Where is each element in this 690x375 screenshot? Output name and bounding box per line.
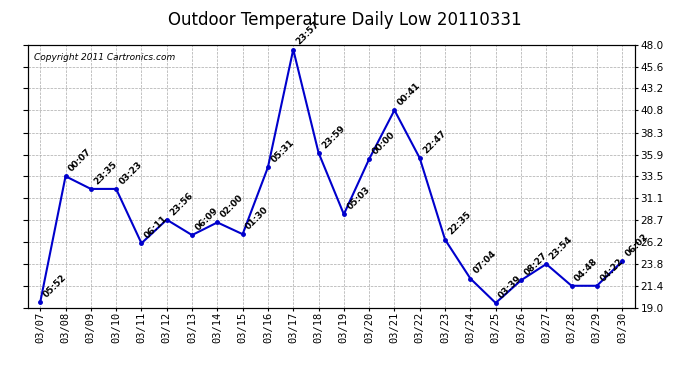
Text: 05:31: 05:31: [269, 138, 296, 164]
Text: 00:00: 00:00: [371, 130, 397, 156]
Text: 23:59: 23:59: [320, 123, 346, 150]
Text: 22:47: 22:47: [421, 129, 448, 155]
Text: 03:23: 03:23: [117, 160, 144, 186]
Text: 04:48: 04:48: [573, 256, 600, 283]
Text: Outdoor Temperature Daily Low 20110331: Outdoor Temperature Daily Low 20110331: [168, 11, 522, 29]
Text: 22:35: 22:35: [446, 210, 473, 237]
Text: 05:52: 05:52: [41, 273, 68, 299]
Text: 23:56: 23:56: [168, 190, 195, 217]
Text: 06:11: 06:11: [143, 214, 169, 240]
Text: 01:30: 01:30: [244, 205, 270, 231]
Text: 04:22: 04:22: [598, 256, 625, 283]
Text: 07:04: 07:04: [472, 249, 498, 276]
Text: 00:41: 00:41: [396, 81, 422, 107]
Text: 23:54: 23:54: [548, 235, 574, 261]
Text: 05:03: 05:03: [345, 185, 372, 211]
Text: 23:35: 23:35: [92, 159, 119, 186]
Text: Copyright 2011 Cartronics.com: Copyright 2011 Cartronics.com: [34, 53, 175, 62]
Text: 00:07: 00:07: [67, 147, 93, 174]
Text: 06:09: 06:09: [193, 206, 220, 232]
Text: 06:02: 06:02: [624, 232, 650, 258]
Text: 02:00: 02:00: [219, 193, 245, 220]
Text: 08:27: 08:27: [522, 251, 549, 278]
Text: 23:57: 23:57: [295, 20, 322, 47]
Text: 03:39: 03:39: [497, 274, 524, 300]
